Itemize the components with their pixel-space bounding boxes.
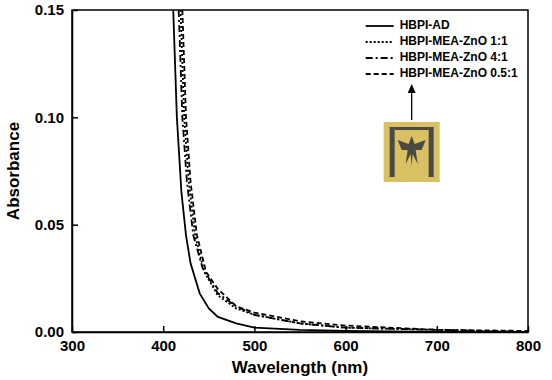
tick-label: 0.00	[35, 323, 64, 340]
tick-label: 500	[242, 337, 267, 354]
axis-line	[72, 11, 74, 333]
legend-label: HBPI-MEA-ZnO 0.5:1	[400, 66, 518, 80]
inset-emblem	[398, 136, 426, 166]
legend-label: HBPI-MEA-ZnO 1:1	[400, 34, 508, 48]
plot: 3004005006007008000.000.050.100.15HBPI-A…	[35, 1, 541, 353]
plot-frame	[72, 10, 528, 332]
tick: 0.15	[35, 1, 78, 18]
tick-mark	[72, 224, 78, 226]
tick-label: 400	[151, 337, 176, 354]
legend: HBPI-AD HBPI-MEA-ZnO 1:1 HBPI-MEA-ZnO 4:1 H…	[366, 18, 518, 80]
legend-swatch	[366, 57, 394, 59]
tick: 400	[151, 326, 176, 354]
legend-label: HBPI-AD	[400, 18, 450, 32]
series-line	[181, 10, 528, 332]
tick: 0.05	[35, 216, 78, 233]
series-line	[182, 10, 528, 331]
inset-background	[384, 122, 440, 182]
tick-label: 800	[516, 337, 541, 354]
chart: 3004005006007008000.000.050.100.15HBPI-A…	[0, 0, 552, 380]
series-line	[179, 10, 528, 332]
lines	[173, 10, 528, 332]
legend-swatch	[366, 41, 394, 43]
y-axis: 0.00 0.05 0.10 0.15	[35, 1, 78, 340]
inset-bar	[395, 127, 429, 130]
y-axis-title: Absorbance	[4, 122, 23, 220]
arrow-head	[408, 84, 416, 93]
tick-label: 0.15	[35, 1, 64, 18]
legend-swatch	[366, 25, 394, 27]
tick-label: 700	[425, 337, 450, 354]
legend-label: HBPI-MEA-ZnO 4:1	[400, 50, 508, 64]
tick-label: 0.10	[35, 109, 64, 126]
legend-swatch	[366, 73, 394, 75]
tick-label: 0.05	[35, 216, 64, 233]
series-line	[173, 10, 528, 332]
tick-mark	[72, 117, 78, 119]
tick: 0.00	[35, 323, 78, 340]
tick: 0.10	[35, 109, 78, 126]
tick-mark	[163, 326, 165, 332]
inset-bar	[390, 127, 395, 177]
inset-image	[384, 84, 440, 182]
tick-label: 600	[334, 337, 359, 354]
tick-mark	[72, 332, 78, 334]
tick-mark	[72, 10, 78, 12]
inset-bar	[429, 127, 434, 177]
tick: 500	[242, 326, 267, 354]
x-axis-title: Wavelength (nm)	[232, 358, 368, 377]
